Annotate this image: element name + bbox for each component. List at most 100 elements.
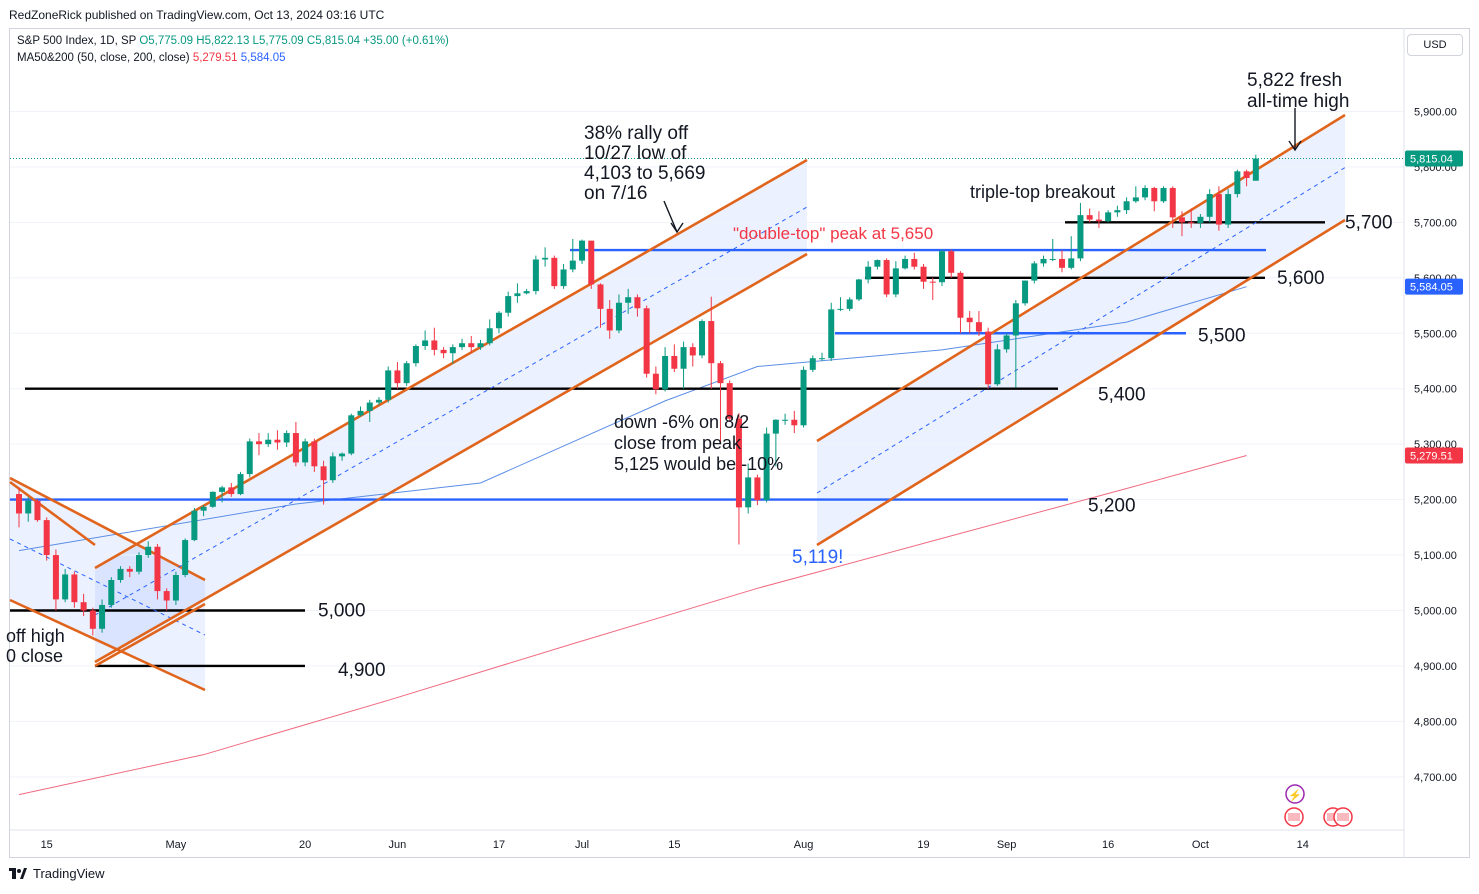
annotation-down: down -6% on 8/2 — [614, 412, 749, 432]
ma-legend: MA50&200 (50, close, 200, close) 5,279.5… — [17, 52, 286, 64]
candle-body — [172, 575, 179, 601]
candle-body — [1132, 197, 1139, 202]
lightning-icon — [1285, 784, 1305, 804]
candle-body — [375, 399, 382, 403]
channel-upper-line — [9, 480, 96, 547]
candle-body — [874, 260, 881, 267]
candle-body — [394, 370, 401, 384]
candle-body — [246, 441, 253, 475]
us-flag-stripes — [1337, 813, 1349, 821]
candle-body — [671, 355, 678, 369]
channel-midline — [94, 206, 808, 616]
candle-body — [468, 343, 475, 348]
ohlc-low: L5,775.09 — [252, 35, 304, 47]
level-label: 5,700 — [1345, 212, 1393, 233]
chart-frame — [9, 28, 1470, 858]
annotation-fresh-high: 5,822 fresh — [1247, 70, 1342, 91]
candle-body — [1003, 335, 1010, 350]
candle-body — [348, 415, 355, 454]
candle-body — [43, 520, 50, 556]
candle-body — [1160, 187, 1167, 202]
annotation-rally: 10/27 low of — [584, 143, 687, 164]
candle-body — [1040, 258, 1047, 264]
candle-body — [532, 259, 539, 292]
level-label: 5,500 — [1198, 325, 1246, 346]
y-tick-label: 5,700.00 — [1414, 217, 1457, 229]
candle-body — [560, 269, 567, 287]
candle-body — [1086, 215, 1093, 220]
candle-body — [551, 257, 558, 287]
price-tag-label: 5,584.05 — [1410, 282, 1453, 294]
candle-body — [615, 302, 622, 331]
candle-body — [994, 349, 1001, 385]
y-tick-label: 4,700.00 — [1414, 772, 1457, 784]
candle-body — [699, 321, 706, 356]
candle-body — [708, 321, 715, 364]
candle-body — [883, 260, 890, 295]
candle-body — [782, 419, 789, 421]
candle-body — [606, 308, 613, 331]
candle-body — [34, 500, 41, 521]
candle-body — [52, 555, 59, 600]
candle-body — [1012, 303, 1019, 336]
candle-body — [579, 240, 586, 261]
candle-body — [108, 580, 115, 605]
candle-body — [1206, 194, 1213, 217]
candle-body — [126, 568, 133, 572]
candle-body — [855, 279, 862, 300]
candle-body — [1114, 210, 1121, 213]
candle-body — [302, 441, 309, 463]
candle-body — [726, 383, 733, 419]
candle-body — [772, 419, 779, 434]
candle-body — [16, 494, 22, 514]
candle-body — [403, 363, 410, 384]
candle-body — [689, 347, 696, 356]
candle-body — [809, 358, 816, 370]
candle-body — [329, 456, 336, 481]
price-tag — [1405, 150, 1463, 167]
x-tick-label: Oct — [1192, 839, 1209, 851]
x-tick-label: Sep — [997, 839, 1017, 851]
y-tick-label: 5,900.00 — [1414, 106, 1457, 118]
level-label: 4,900 — [338, 660, 386, 681]
us-flag-icon — [1284, 807, 1304, 827]
annotation-rally: 38% rally off — [584, 123, 689, 144]
candle-body — [920, 266, 927, 282]
level-label: 5,400 — [1098, 385, 1146, 406]
candle-body — [477, 343, 484, 348]
candle-body — [135, 555, 142, 572]
annotation-rally: 4,103 to 5,669 — [584, 163, 706, 184]
candle-body — [62, 574, 69, 600]
annotation-down: 5,125 would be -10% — [614, 454, 783, 474]
annotation-double-top: "double-top" peak at 5,650 — [733, 224, 933, 243]
currency-button[interactable]: USD — [1407, 34, 1463, 56]
candle-body — [1178, 217, 1185, 223]
candle-body — [71, 574, 78, 603]
ma50-value: 5,279.51 — [192, 52, 238, 64]
footer-branding[interactable]: TradingView — [9, 866, 105, 881]
x-tick-label: Jun — [389, 839, 407, 851]
x-tick-label: 19 — [917, 839, 929, 851]
candle-body — [412, 346, 419, 364]
y-tick-label: 5,500.00 — [1414, 328, 1457, 340]
candle-body — [99, 604, 106, 629]
candle-body — [228, 487, 235, 495]
candle-body — [283, 433, 290, 443]
candle-body — [745, 477, 752, 508]
candle-body — [892, 268, 899, 295]
candle-body — [791, 419, 798, 426]
candle-body — [523, 291, 530, 294]
ohlc-high: H5,822.13 — [196, 35, 250, 47]
candle-body — [292, 433, 299, 463]
candle-body — [1031, 263, 1038, 281]
candle-body — [865, 266, 872, 280]
candle-body — [735, 418, 742, 508]
annotation-off-high: 0 close — [6, 646, 63, 666]
candle-body — [366, 402, 373, 411]
candle-body — [237, 474, 244, 495]
candle-body — [385, 370, 392, 400]
candle-body — [145, 546, 152, 556]
level-label: 5,200 — [1088, 496, 1136, 517]
price-tag — [1405, 447, 1463, 464]
